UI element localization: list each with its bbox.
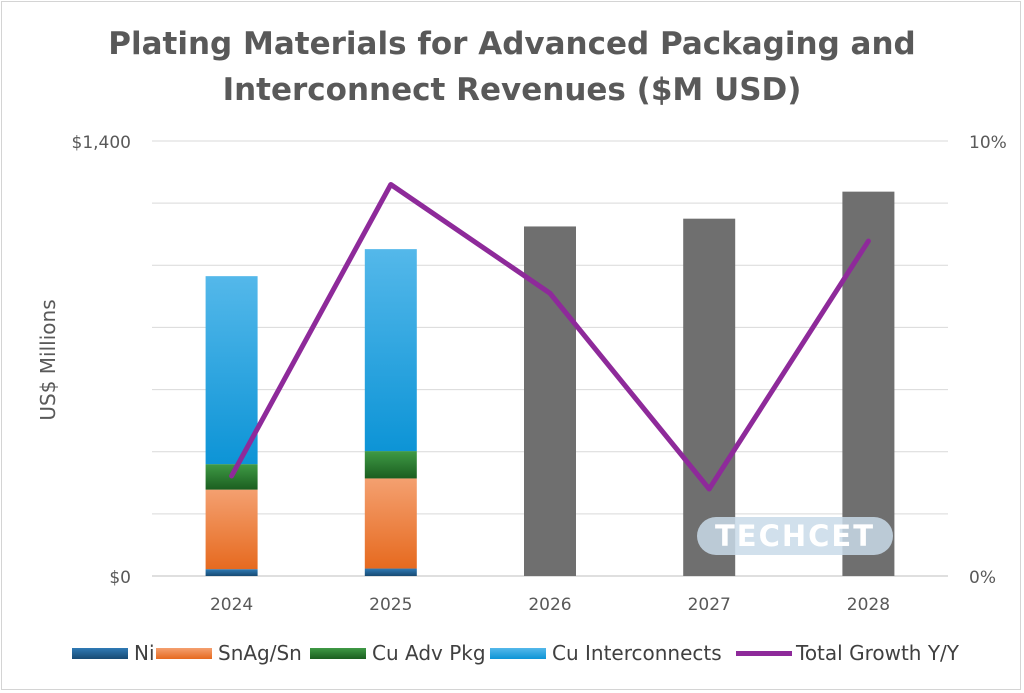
bar-segment-cu-adv-pkg-2025 — [364, 451, 417, 479]
chart-title-line-2: Interconnect Revenues ($M USD) — [222, 72, 802, 108]
chart-legend: Ni SnAg/Sn Cu Adv Pkg Cu Interconnects T… — [0, 638, 1024, 668]
bar-segment-snag-sn-2025 — [364, 478, 417, 569]
legend-swatch-total-growth — [736, 650, 792, 656]
y-tick-label: $0 — [109, 568, 131, 588]
x-tick-label: 2027 — [688, 595, 731, 615]
x-tick-label: 2024 — [210, 595, 253, 615]
chart-title-line-1: Plating Materials for Advanced Packaging… — [108, 26, 916, 62]
bar-segment-total-2026 — [524, 226, 576, 577]
legend-item-ni: Ni — [72, 638, 155, 668]
legend-label-snag-sn: SnAg/Sn — [218, 641, 302, 665]
y2-tick-label: 0% — [969, 568, 996, 588]
legend-swatch-cu-interconnects — [490, 647, 546, 659]
x-tick-label: 2025 — [369, 595, 412, 615]
bar-segment-total-2027 — [683, 218, 736, 576]
legend-swatch-ni — [72, 647, 128, 659]
bar-segment-snag-sn-2024 — [205, 489, 258, 570]
legend-label-ni: Ni — [134, 641, 155, 665]
legend-swatch-cu-adv-pkg — [310, 647, 366, 659]
bar-segment-ni-2024 — [205, 569, 258, 576]
bar-segment-cu-interconnects-2025 — [364, 249, 417, 452]
y-axis-title: US$ Millions — [36, 299, 60, 420]
y2-tick-label: 10% — [969, 133, 1007, 153]
legend-item-cu-adv-pkg: Cu Adv Pkg — [310, 638, 486, 668]
watermark-logo-text: TECHCET — [715, 519, 875, 553]
legend-item-total-growth: Total Growth Y/Y — [736, 638, 959, 668]
line-total-growth — [229, 182, 871, 492]
watermark-badge — [697, 517, 893, 555]
legend-label-cu-interconnects: Cu Interconnects — [552, 641, 722, 665]
legend-label-total-growth: Total Growth Y/Y — [796, 641, 959, 665]
legend-item-cu-interconnects: Cu Interconnects — [490, 638, 722, 668]
y-tick-label: $1,400 — [72, 133, 131, 153]
legend-label-cu-adv-pkg: Cu Adv Pkg — [372, 641, 486, 665]
bar-segment-total-2028 — [842, 191, 895, 576]
x-tick-label: 2028 — [847, 595, 890, 615]
legend-swatch-snag-sn — [156, 647, 212, 659]
x-tick-label: 2026 — [528, 595, 571, 615]
legend-item-snag-sn: SnAg/Sn — [156, 638, 302, 668]
bar-segment-ni-2025 — [364, 568, 417, 576]
bar-segment-cu-interconnects-2024 — [205, 276, 258, 465]
